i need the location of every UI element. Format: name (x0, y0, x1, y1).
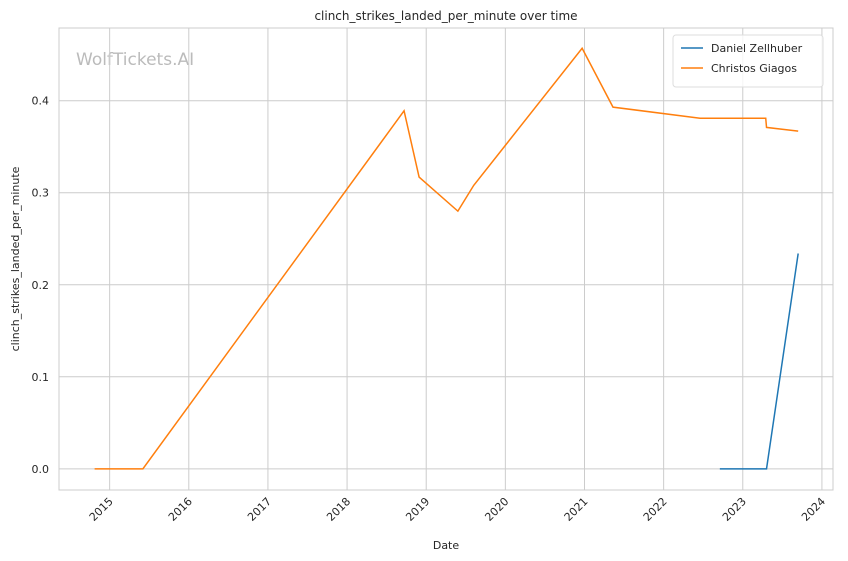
legend-box (672, 34, 824, 88)
y-tick-label: 0.1 (32, 371, 50, 384)
chart-title: clinch_strikes_landed_per_minute over ti… (314, 9, 577, 23)
y-axis-label: clinch_strikes_landed_per_minute (9, 166, 22, 351)
legend-label: Christos Giagos (711, 62, 797, 75)
line (719, 253, 799, 470)
watermark: WolfTickets.AI (76, 50, 194, 70)
line (94, 46, 799, 470)
y-tick-label: 0.2 (32, 279, 50, 292)
y-tick-label: 0.3 (32, 187, 50, 200)
plot-frame (58, 27, 834, 491)
x-axis-label: Date (433, 539, 460, 552)
legend-label: Daniel Zellhuber (711, 42, 803, 55)
y-tick-label: 0.4 (32, 95, 50, 108)
y-tick-label: 0.0 (32, 463, 50, 476)
